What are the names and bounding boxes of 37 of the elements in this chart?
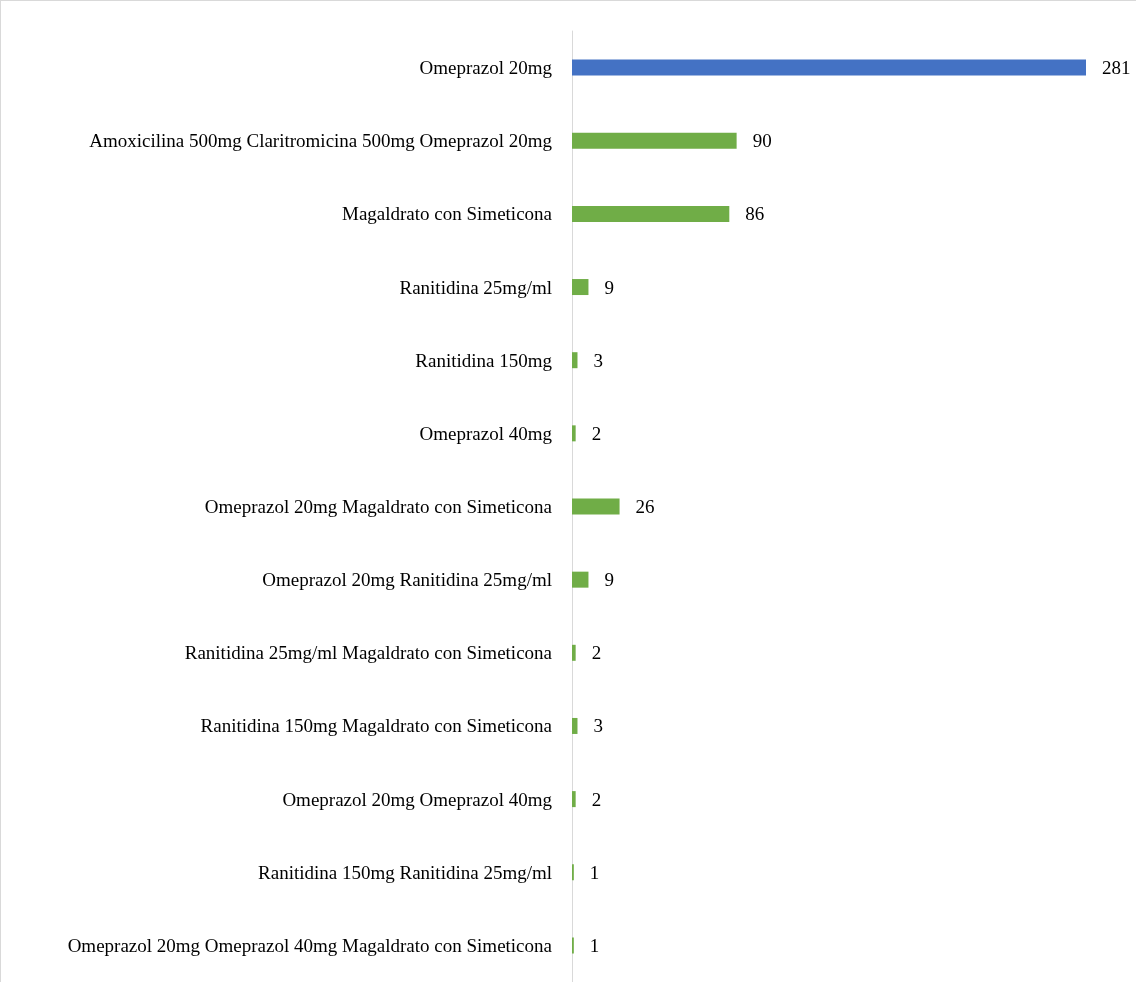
data-label: 9	[604, 569, 614, 591]
bar	[572, 59, 1086, 76]
data-label: 3	[593, 715, 603, 737]
data-label: 9	[604, 276, 614, 298]
bar	[572, 205, 730, 222]
data-label: 2	[591, 422, 602, 444]
bar	[572, 498, 620, 515]
data-label: 2	[591, 788, 602, 810]
y-tick-label: Omeprazol 20mg Magaldrato con Simeticona	[204, 496, 553, 517]
y-tick-label: Omeprazol 40mg	[419, 422, 553, 444]
data-label: 1	[589, 934, 600, 956]
bar	[572, 279, 589, 296]
data-label: 2	[591, 642, 602, 664]
bar	[572, 791, 576, 808]
y-tick-label: Ranitidina 25mg/ml	[399, 276, 552, 298]
y-tick-label: Omeprazol 20mg Ranitidina 25mg/ml	[262, 569, 552, 591]
data-label: 90	[752, 130, 772, 152]
y-tick-label: Omeprazol 20mg Omeprazol 40mg Magaldrato con Simeticona	[67, 934, 553, 956]
bar	[572, 352, 578, 369]
y-tick-label: Amoxicilina 500mg Claritromicina 500mg Omeprazol 20mg	[89, 130, 553, 152]
y-tick-label: Omeprazol 20mg Omeprazol 40mg	[282, 788, 553, 810]
bar	[572, 644, 576, 661]
y-tick-label: Omeprazol 20mg	[419, 57, 553, 79]
y-tick-label: Ranitidina 150mg Ranitidina 25mg/ml	[258, 861, 552, 883]
data-label: 26	[635, 496, 655, 517]
y-tick-label: Magaldrato con Simeticona	[342, 203, 553, 225]
data-label: 1	[589, 861, 600, 883]
y-tick-label: Ranitidina 25mg/ml Magaldrato con Simeticona	[184, 642, 553, 664]
data-label: 86	[745, 203, 765, 225]
y-tick-label: Ranitidina 150mg Magaldrato con Simeticona	[200, 715, 553, 737]
bar	[572, 717, 578, 734]
bar	[572, 132, 737, 149]
data-label: 3	[593, 349, 603, 371]
bar	[572, 571, 589, 588]
bar	[572, 425, 576, 442]
y-tick-label: Ranitidina 150mg	[415, 349, 553, 371]
data-label: 281	[1102, 57, 1131, 79]
